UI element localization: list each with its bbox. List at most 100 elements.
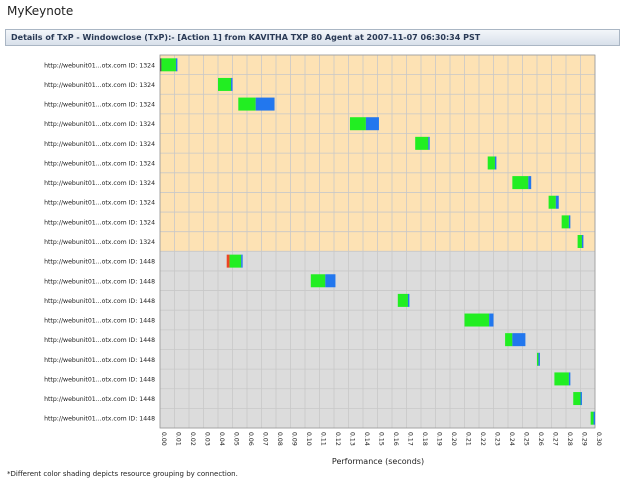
x-tick-label: 0.14 — [363, 432, 370, 446]
x-tick-label: 0.26 — [537, 432, 544, 446]
bar-segment[interactable] — [548, 195, 556, 209]
x-tick-label: 0.20 — [450, 432, 457, 446]
row-label: http://webunit01...otx.com ID: 1324 — [44, 180, 155, 187]
bar-segment[interactable] — [255, 97, 275, 111]
row-label: http://webunit01...otx.com ID: 1448 — [44, 278, 155, 285]
row-label: http://webunit01...otx.com ID: 1324 — [44, 219, 155, 226]
bar-segment[interactable] — [325, 274, 336, 288]
x-tick-label: 0.08 — [276, 432, 283, 446]
x-tick-label: 0.11 — [320, 432, 327, 446]
grid-lines — [159, 54, 596, 429]
x-tick-label: 0.27 — [552, 432, 559, 446]
details-header: Details of TxP - Windowclose (TxP):- [Ac… — [5, 29, 620, 46]
row-label: http://webunit01...otx.com ID: 1324 — [44, 200, 155, 207]
x-tick-label: 0.06 — [247, 432, 254, 446]
row-label: http://webunit01...otx.com ID: 1448 — [44, 376, 155, 383]
row-label: http://webunit01...otx.com ID: 1448 — [44, 396, 155, 403]
bar-segment[interactable] — [407, 293, 410, 307]
bar-segment[interactable] — [161, 58, 176, 72]
row-label: http://webunit01...otx.com ID: 1324 — [44, 141, 155, 148]
x-tick-labels: 0.00 0.01 0.02 0.03 0.04 0.05 0.06 0.07 0.08 0.09… — [160, 432, 602, 446]
bar-segment[interactable] — [561, 215, 569, 229]
x-tick-label: 0.10 — [305, 432, 312, 446]
bar-segment[interactable] — [505, 333, 513, 347]
bar-segment[interactable] — [581, 235, 584, 248]
bar-segment[interactable] — [568, 372, 571, 386]
bar-segment[interactable] — [528, 176, 532, 190]
bar-segment[interactable] — [397, 293, 408, 307]
row-label: http://webunit01...otx.com ID: 1448 — [44, 337, 155, 344]
bar-segment[interactable] — [593, 411, 595, 425]
x-tick-label: 0.18 — [421, 432, 428, 446]
x-tick-label: 0.30 — [595, 432, 602, 446]
row-label: http://webunit01...otx.com ID: 1324 — [44, 239, 155, 246]
x-tick-label: 0.02 — [189, 432, 196, 446]
row-label: http://webunit01...otx.com ID: 1324 — [44, 121, 155, 128]
x-tick-label: 0.07 — [262, 432, 269, 446]
row-label: http://webunit01...otx.com ID: 1448 — [44, 259, 155, 266]
bar-segment[interactable] — [555, 195, 559, 209]
row-label: http://webunit01...otx.com ID: 1324 — [44, 62, 155, 69]
bar-segment[interactable] — [365, 117, 379, 131]
bar-segment[interactable] — [231, 77, 233, 91]
app-title: MyKeynote — [7, 4, 74, 18]
bar-segment[interactable] — [568, 215, 571, 229]
x-axis-label: Performance (seconds) — [332, 457, 424, 466]
row-label: http://webunit01...otx.com ID: 1324 — [44, 160, 155, 167]
bar-segment[interactable] — [218, 77, 232, 91]
bar-segment[interactable] — [512, 176, 529, 190]
waterfall-chart: http://webunit01...otx.com ID: 1324 http:… — [44, 54, 602, 466]
x-tick-label: 0.29 — [581, 432, 588, 446]
x-tick-label: 0.25 — [523, 432, 530, 446]
row-label: http://webunit01...otx.com ID: 1324 — [44, 102, 155, 109]
bar-segment[interactable] — [577, 235, 582, 248]
row-label: http://webunit01...otx.com ID: 1324 — [44, 82, 155, 89]
x-tick-label: 0.09 — [291, 432, 298, 446]
x-tick-label: 0.16 — [392, 432, 399, 446]
bar-segment[interactable] — [464, 313, 490, 327]
x-tick-label: 0.17 — [407, 432, 414, 446]
bar-segment[interactable] — [175, 58, 178, 72]
x-tick-label: 0.15 — [378, 432, 385, 446]
row-label: http://webunit01...otx.com ID: 1448 — [44, 298, 155, 305]
bar-segment[interactable] — [238, 97, 256, 111]
row-labels: http://webunit01...otx.com ID: 1324 http:… — [44, 62, 155, 422]
x-tick-label: 0.13 — [349, 432, 356, 446]
x-tick-label: 0.28 — [566, 432, 573, 446]
row-label: http://webunit01...otx.com ID: 1448 — [44, 416, 155, 423]
plot-frame — [159, 54, 596, 429]
bar-segment[interactable] — [487, 156, 495, 170]
x-tick-label: 0.22 — [479, 432, 486, 446]
x-tick-label: 0.19 — [436, 432, 443, 446]
bar-segment[interactable] — [537, 352, 539, 366]
bar-segment[interactable] — [241, 254, 243, 268]
bar-segment[interactable] — [538, 352, 540, 366]
bar-segment[interactable] — [310, 274, 326, 288]
bar-segment[interactable] — [573, 392, 581, 406]
x-tick-label: 0.05 — [233, 432, 240, 446]
bar-segment[interactable] — [349, 117, 366, 131]
row-label: http://webunit01...otx.com ID: 1448 — [44, 318, 155, 325]
bar-segment[interactable] — [512, 333, 526, 347]
row-label: http://webunit01...otx.com ID: 1448 — [44, 357, 155, 364]
x-tick-label: 0.21 — [465, 432, 472, 446]
footnote: *Different color shading depicts resourc… — [7, 470, 238, 478]
bar-segment[interactable] — [554, 372, 569, 386]
x-tick-label: 0.00 — [160, 432, 167, 446]
bar-segments — [160, 58, 595, 425]
bar-segment[interactable] — [494, 156, 497, 170]
x-tick-label: 0.03 — [204, 432, 211, 446]
x-tick-label: 0.23 — [494, 432, 501, 446]
x-tick-label: 0.01 — [175, 432, 182, 446]
x-tick-label: 0.12 — [334, 432, 341, 446]
bar-segment[interactable] — [160, 58, 162, 72]
bar-segment[interactable] — [580, 392, 582, 406]
bar-segment[interactable] — [226, 254, 230, 268]
bar-segment[interactable] — [590, 411, 594, 425]
bar-segment[interactable] — [489, 313, 494, 327]
bar-segment[interactable] — [415, 136, 429, 150]
bar-segment[interactable] — [229, 254, 242, 268]
bar-segment[interactable] — [428, 136, 430, 150]
x-tick-label: 0.04 — [218, 432, 225, 446]
x-tick-label: 0.24 — [508, 432, 515, 446]
